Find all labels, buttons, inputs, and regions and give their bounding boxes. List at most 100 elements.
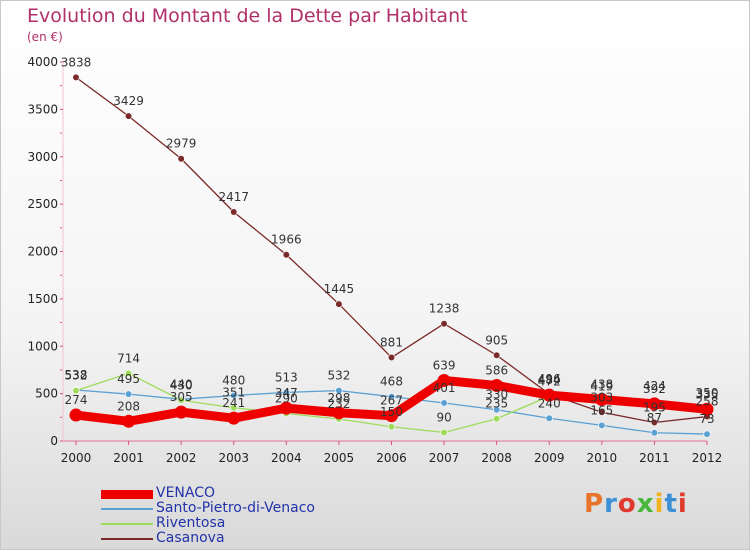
- data-label: 150: [380, 405, 403, 419]
- data-point: [440, 320, 448, 328]
- data-label: 2417: [218, 190, 249, 204]
- legend-label: Casanova: [156, 530, 225, 546]
- data-point: [124, 390, 133, 398]
- data-point: [703, 430, 711, 438]
- data-label: 335: [696, 387, 719, 401]
- legend-swatch: [101, 508, 153, 510]
- data-label: 1966: [271, 233, 302, 247]
- data-point: [282, 251, 290, 259]
- logo-letter: r: [604, 489, 618, 519]
- data-point: [72, 386, 80, 395]
- data-label: 586: [485, 363, 508, 377]
- data-label: 639: [433, 358, 456, 372]
- data-label: 424: [643, 379, 666, 393]
- data-label: 240: [538, 396, 561, 410]
- logo-letter: i: [677, 489, 688, 519]
- x-tick-label: 2010: [587, 451, 618, 465]
- x-tick-label: 2000: [61, 451, 92, 465]
- data-point: [227, 411, 241, 425]
- data-point: [177, 155, 185, 163]
- y-tick-label: 1000: [27, 339, 58, 353]
- data-label: 351: [222, 386, 245, 400]
- data-point: [493, 415, 501, 423]
- data-label: 480: [222, 374, 245, 388]
- data-point: [700, 402, 714, 416]
- data-point: [545, 414, 553, 422]
- legend-label: Riventosa: [156, 515, 226, 531]
- data-point: [440, 428, 448, 437]
- data-point: [385, 409, 398, 423]
- x-tick-label: 2009: [534, 451, 565, 465]
- data-point: [335, 300, 343, 308]
- data-label: 3838: [61, 55, 92, 69]
- data-label: 3429: [113, 94, 144, 108]
- data-point: [335, 386, 343, 395]
- data-point: [598, 408, 606, 416]
- data-label: 2979: [166, 137, 197, 151]
- x-tick-label: 2007: [429, 451, 460, 465]
- data-label: 208: [117, 399, 140, 413]
- y-tick-label: 2500: [27, 197, 58, 211]
- data-label: 90: [436, 410, 451, 424]
- data-point: [230, 391, 238, 400]
- data-label: 347: [275, 386, 298, 400]
- y-tick-label: 1500: [27, 292, 58, 306]
- data-label: 496: [538, 372, 561, 386]
- data-label: 305: [170, 390, 193, 404]
- data-label: 419: [590, 379, 613, 393]
- x-tick-label: 2008: [481, 451, 512, 465]
- data-point: [598, 421, 606, 429]
- data-point: [650, 418, 659, 427]
- series-line-casanova: [75, 76, 708, 424]
- data-point: [493, 406, 501, 414]
- logo-letter: P: [584, 489, 605, 519]
- data-point: [230, 404, 238, 412]
- x-tick-label: 2005: [324, 451, 355, 465]
- data-label: 532: [65, 369, 88, 383]
- data-label: 235: [485, 397, 508, 411]
- data-label: 392: [643, 382, 666, 396]
- data-point: [650, 429, 659, 437]
- data-label: 258: [696, 395, 719, 409]
- data-point: [387, 393, 396, 401]
- data-label: 1238: [429, 302, 460, 316]
- y-tick-label: 4000: [27, 55, 58, 69]
- data-point: [440, 399, 448, 407]
- data-label: 298: [327, 391, 350, 405]
- data-label: 267: [380, 394, 403, 408]
- data-point: [279, 401, 293, 415]
- legend-label: VENACO: [156, 485, 216, 501]
- logo-letter: i: [654, 489, 665, 519]
- y-tick-label: 3500: [27, 102, 58, 116]
- data-label: 484: [538, 373, 561, 387]
- data-point: [72, 73, 80, 81]
- legend-label: Santo-Pietro-di-Venaco: [156, 500, 315, 516]
- x-tick-label: 2002: [166, 451, 197, 465]
- data-label: 195: [643, 401, 666, 415]
- y-tick-label: 0: [50, 434, 58, 448]
- data-point: [177, 396, 185, 404]
- legend-swatch: [101, 523, 153, 525]
- legend-swatch: [101, 538, 153, 540]
- data-point: [174, 405, 188, 419]
- data-label: 468: [380, 375, 403, 389]
- data-point: [387, 353, 396, 362]
- data-point: [647, 397, 661, 411]
- data-label: 330: [485, 388, 508, 402]
- data-label: 303: [590, 390, 613, 404]
- data-label: 905: [485, 333, 508, 347]
- data-point: [490, 378, 504, 392]
- data-point: [387, 423, 396, 431]
- data-label: 532: [327, 369, 350, 383]
- data-point: [122, 414, 136, 428]
- logo-letter: x: [636, 489, 655, 519]
- y-tick-label: 3000: [27, 150, 58, 164]
- x-tick-label: 2001: [113, 451, 144, 465]
- data-label: 73: [699, 412, 714, 426]
- data-label: 274: [65, 393, 88, 407]
- proxiti-logo: Proxiti: [584, 489, 688, 519]
- y-tick-label: 500: [35, 387, 58, 401]
- chart-title: Evolution du Montant de la Dette par Hab…: [27, 5, 468, 27]
- data-label: 165: [590, 403, 613, 417]
